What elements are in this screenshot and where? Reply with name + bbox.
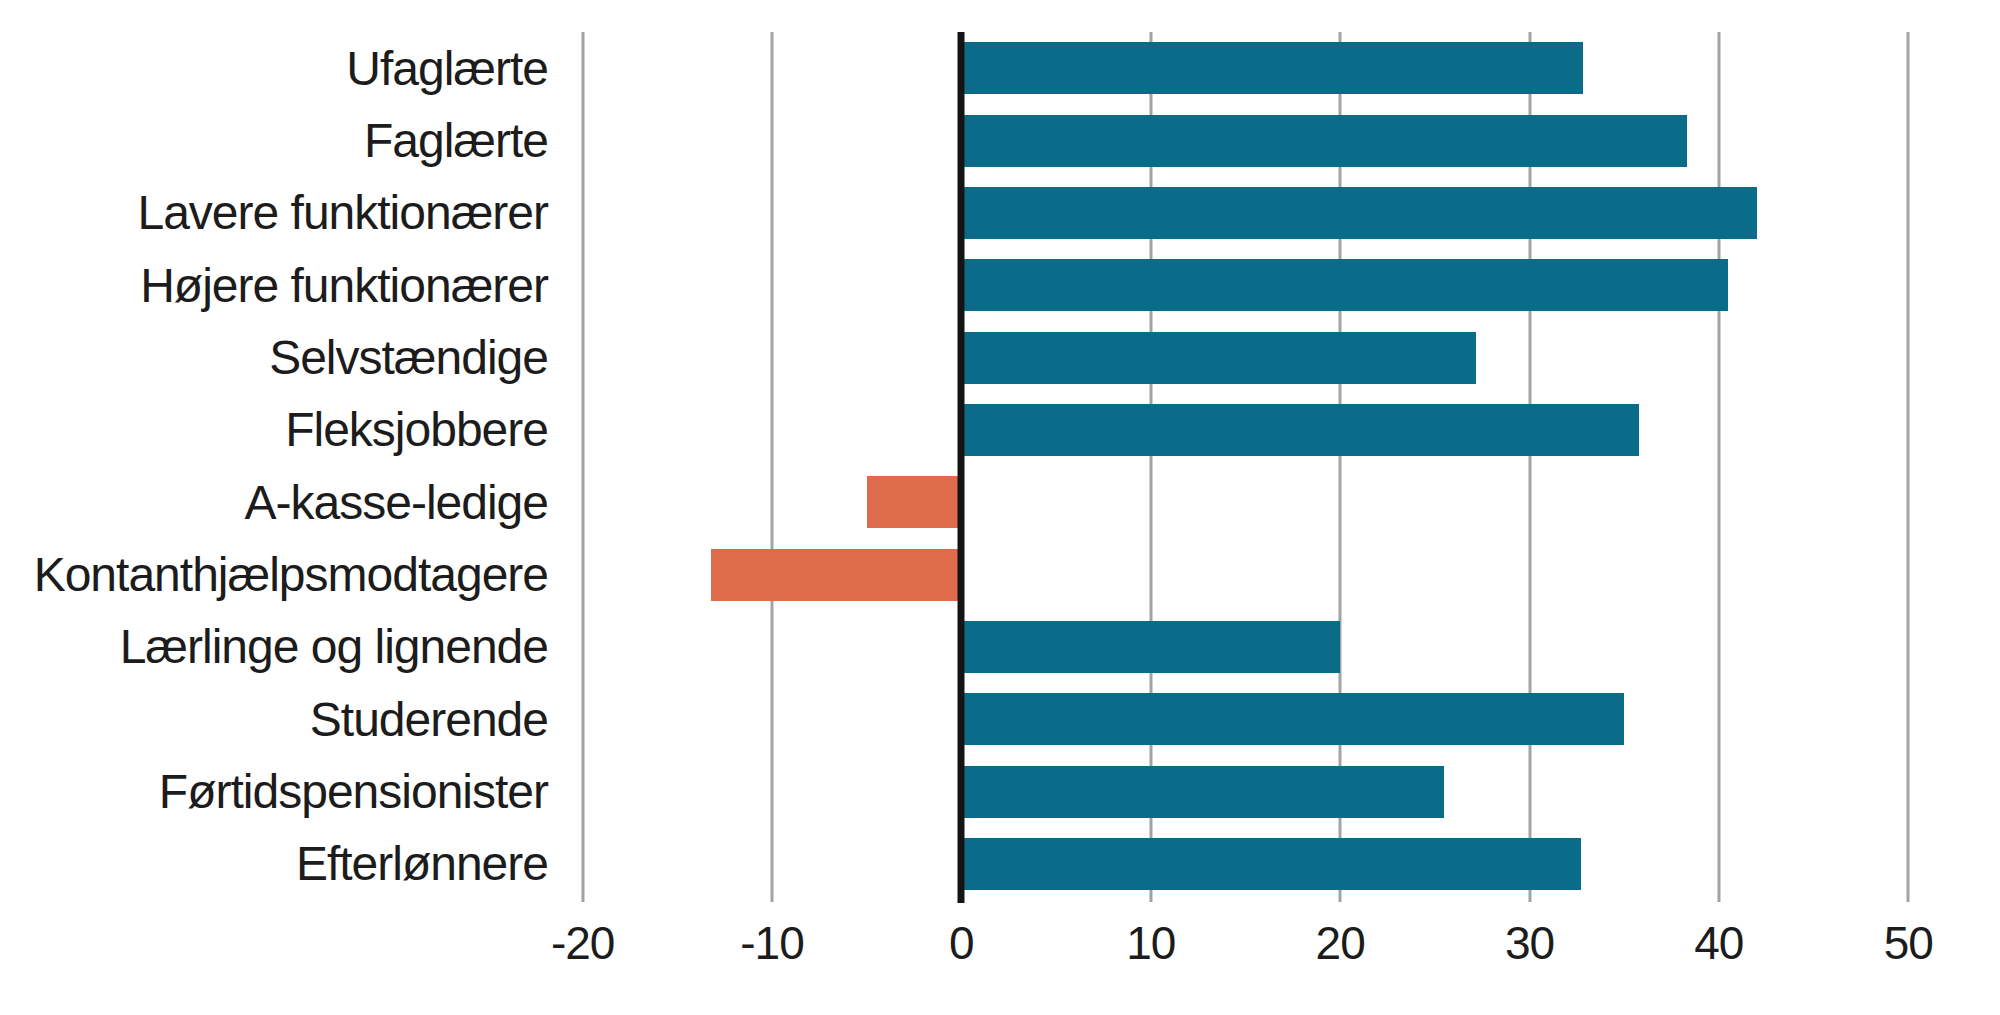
bar — [961, 838, 1580, 890]
category-label: Højere funktionærer — [0, 249, 548, 321]
x-tick-label: 30 — [1505, 916, 1554, 970]
x-tick-label: -20 — [551, 916, 614, 970]
bar — [961, 332, 1476, 384]
bar — [961, 115, 1686, 167]
gridline — [581, 32, 584, 902]
y-axis-labels: UfaglærteFaglærteLavere funktionærerHøje… — [0, 32, 548, 900]
bar — [711, 549, 961, 601]
bar — [961, 693, 1624, 745]
category-label: Lærlinge og lignende — [0, 611, 548, 683]
gridline — [771, 32, 774, 902]
zero-baseline — [958, 32, 965, 903]
bar — [961, 259, 1728, 311]
bar — [867, 476, 962, 528]
x-tick-label: 0 — [949, 916, 974, 970]
x-tick-label: 40 — [1694, 916, 1743, 970]
category-label: A-kasse-ledige — [0, 466, 548, 538]
category-label: Kontanthjælpsmodtagere — [0, 538, 548, 610]
bar — [961, 187, 1756, 239]
bar — [961, 621, 1340, 673]
bar — [961, 404, 1639, 456]
bar — [961, 42, 1582, 94]
x-tick-label: 50 — [1884, 916, 1933, 970]
x-axis: -20 -10 0 10 20 30 40 50 — [488, 916, 1984, 986]
category-label: Studerende — [0, 683, 548, 755]
category-label: Fleksjobbere — [0, 394, 548, 466]
category-label: Faglærte — [0, 104, 548, 176]
category-label: Ufaglærte — [0, 32, 548, 104]
bar-chart: UfaglærteFaglærteLavere funktionærerHøje… — [0, 0, 2000, 1015]
x-tick-label: 20 — [1316, 916, 1365, 970]
category-label: Førtidspensionister — [0, 755, 548, 827]
x-tick-label: -10 — [740, 916, 803, 970]
gridline — [1717, 32, 1720, 902]
x-tick-label: 10 — [1126, 916, 1175, 970]
category-label: Efterlønnere — [0, 828, 548, 900]
gridline — [1907, 32, 1910, 902]
category-label: Lavere funktionærer — [0, 177, 548, 249]
plot-area — [488, 32, 1984, 900]
bar — [961, 766, 1444, 818]
category-label: Selvstændige — [0, 321, 548, 393]
